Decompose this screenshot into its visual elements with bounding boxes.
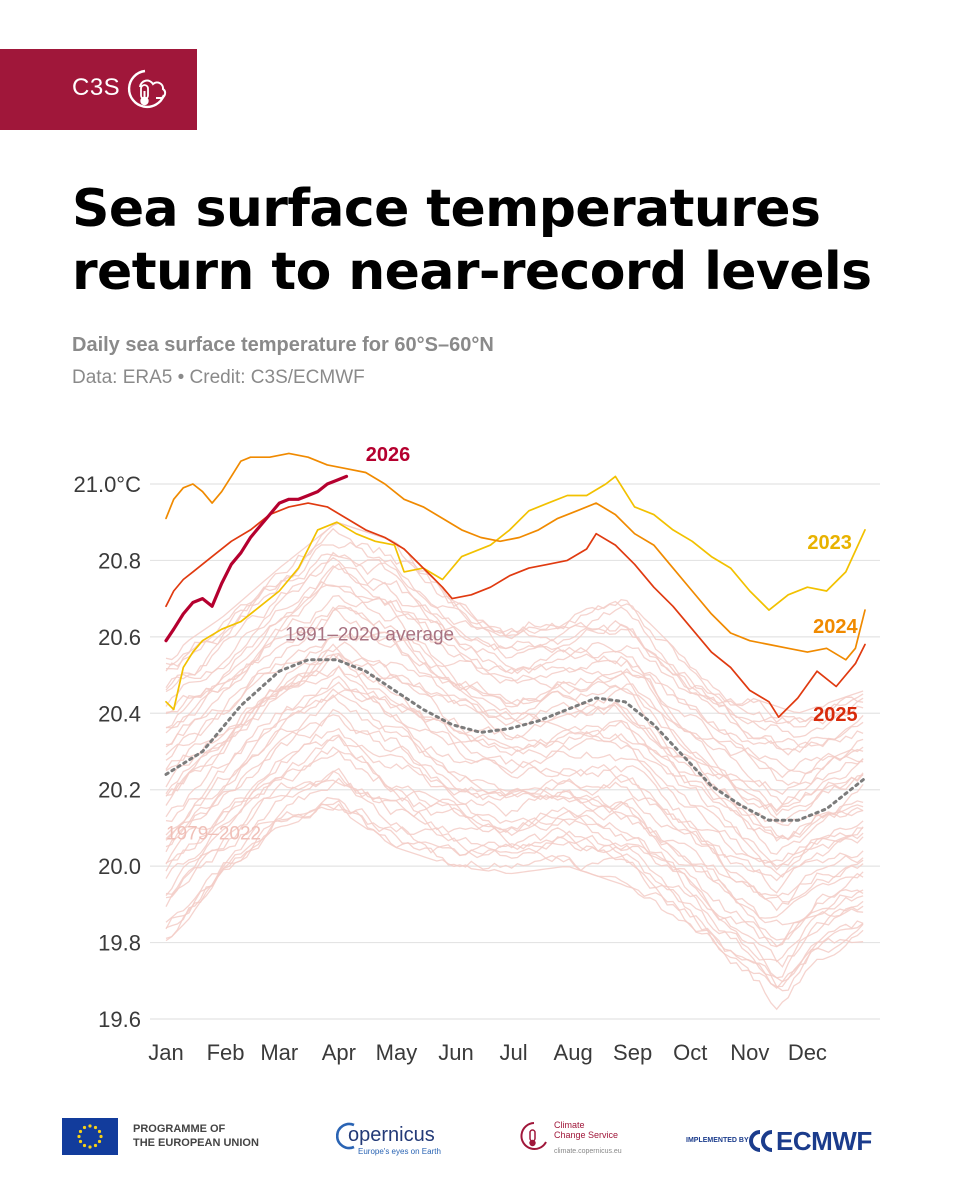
- background-years-layer: [165, 522, 864, 1011]
- y-tick-label: 20.6: [98, 625, 141, 650]
- x-tick-label: Feb: [207, 1040, 245, 1065]
- x-tick-label: Mar: [260, 1040, 298, 1065]
- background-year-line: [165, 584, 864, 779]
- series-line-2024: [165, 452, 866, 661]
- background-year-line: [165, 734, 864, 948]
- background-year-line: [165, 714, 864, 900]
- series-label: 2026: [366, 444, 411, 466]
- background-year-line: [165, 770, 864, 963]
- headline-line-2: return to near-record levels: [72, 242, 872, 302]
- background-year-line: [165, 580, 864, 796]
- x-tick-label: Dec: [788, 1040, 827, 1065]
- background-year-line: [165, 633, 864, 824]
- series-label: 2025: [813, 704, 858, 726]
- background-year-line: [165, 556, 864, 748]
- series-line-2025: [165, 502, 866, 718]
- sst-line-chart: 21.0°C 20.8 20.6 20.4 20.2 20.0 19.8 19.6 Jan Feb…: [73, 444, 880, 1065]
- background-year-line: [165, 652, 864, 840]
- ecmwf-logo: IMPLEMENTED BY ECMWF: [686, 1126, 872, 1156]
- background-year-line: [165, 727, 864, 926]
- copernicus-c-icon: [336, 1122, 355, 1150]
- copernicus-logo: opernicus Europe's eyes on Earth: [336, 1118, 456, 1158]
- background-year-line: [165, 665, 864, 878]
- x-tick-label: Apr: [322, 1040, 356, 1065]
- background-year-line: [165, 541, 864, 725]
- eu-flag-icon: [62, 1118, 118, 1155]
- background-year-line: [165, 694, 864, 912]
- series-label: 1979–2022: [166, 823, 261, 844]
- y-tick-label: 20.8: [98, 548, 141, 573]
- background-year-line: [165, 688, 864, 882]
- background-year-line: [165, 606, 864, 806]
- chart-subtitle: Daily sea surface temperature for 60°S–6…: [72, 334, 494, 356]
- x-tick-label: Jul: [500, 1040, 528, 1065]
- background-year-line: [165, 551, 864, 756]
- y-tick-label: 21.0°C: [73, 472, 141, 497]
- eu-programme-label: PROGRAMME OF THE EUROPEAN UNION: [133, 1123, 259, 1149]
- background-year-line: [165, 565, 864, 751]
- x-tick-label: Sep: [613, 1040, 652, 1065]
- background-year-line: [165, 675, 864, 864]
- chart-credit: Data: ERA5 • Credit: C3S/ECMWF: [72, 367, 365, 388]
- headline: Sea surface temperatures return to near-…: [72, 178, 932, 304]
- y-tick-label: 19.6: [98, 1007, 141, 1032]
- climate-change-service-logo: Climate Change Service climate.copernicu…: [518, 1118, 638, 1160]
- y-tick-label: 20.0: [98, 854, 141, 879]
- label-layer: 2026 2023 2024 2025 1991–2020 average 1979–20…: [166, 444, 859, 844]
- x-tick-label: Oct: [673, 1040, 707, 1065]
- background-year-line: [165, 607, 864, 812]
- background-year-line: [165, 522, 864, 724]
- x-tick-label: Aug: [554, 1040, 593, 1065]
- x-tick-label: Jan: [148, 1040, 183, 1065]
- y-tick-label: 20.2: [98, 778, 141, 803]
- brand-label: C3S: [72, 74, 121, 101]
- background-year-line: [165, 746, 864, 941]
- background-year-line: [165, 796, 864, 989]
- background-year-line: [165, 681, 864, 871]
- ecmwf-mark-icon: [749, 1130, 773, 1152]
- series-line-2023: [165, 475, 866, 711]
- x-tick-label: May: [376, 1040, 418, 1065]
- series-line-2026: [164, 474, 349, 643]
- series-label: 2024: [813, 616, 858, 638]
- headline-line-1: Sea surface temperatures: [72, 179, 821, 239]
- series-label: 1991–2020 average: [285, 625, 454, 646]
- ccs-thermometer-icon: [520, 1122, 547, 1150]
- background-year-line: [165, 631, 864, 817]
- cloud-thermometer-icon: [127, 69, 167, 109]
- background-year-line: [165, 708, 864, 903]
- background-year-line: [165, 767, 864, 979]
- x-tick-label: Jun: [438, 1040, 473, 1065]
- y-tick-label: 20.4: [98, 701, 141, 726]
- background-year-line: [165, 522, 864, 714]
- background-year-line: [165, 799, 864, 1011]
- background-year-line: [165, 605, 864, 813]
- y-tick-label: 19.8: [98, 931, 141, 956]
- series-label: 2023: [807, 532, 852, 554]
- background-year-line: [165, 803, 864, 983]
- series-layer: [164, 452, 867, 822]
- series-line-1991-2020-average: [164, 658, 867, 822]
- brand-box: C3S: [0, 49, 197, 130]
- x-tick-label: Nov: [730, 1040, 769, 1065]
- background-year-line: [165, 779, 864, 988]
- background-year-line: [165, 689, 864, 894]
